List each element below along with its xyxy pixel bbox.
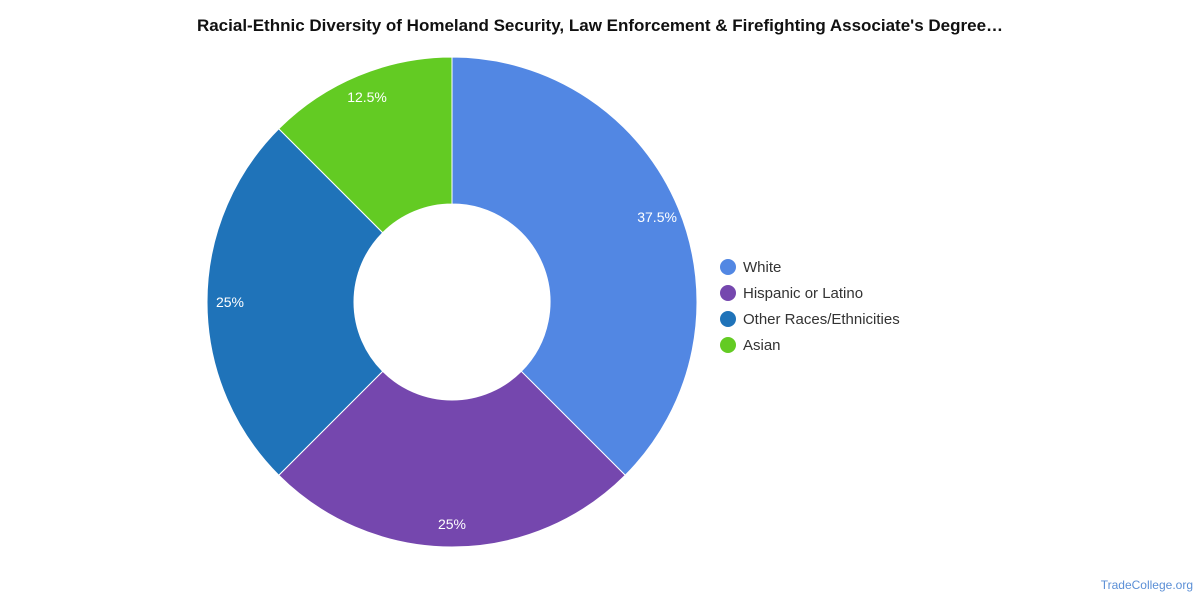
legend-swatch-icon <box>720 259 736 275</box>
slice-other-races-ethnicities[interactable] <box>206 128 384 476</box>
chart-title: Racial-Ethnic Diversity of Homeland Secu… <box>196 16 1004 35</box>
legend-label: Hispanic or Latino <box>743 284 864 302</box>
slice-white[interactable] <box>451 56 698 476</box>
legend-item-other-races-ethnicities[interactable]: Other Races/Ethnicities <box>720 306 900 332</box>
slice-value-label-asian: 12.5% <box>347 89 387 105</box>
legend-label: Other Races/Ethnicities <box>743 310 900 328</box>
legend-label: White <box>743 258 782 276</box>
legend-swatch-icon <box>720 285 736 301</box>
watermark-link[interactable]: TradeCollege.org <box>1100 578 1193 592</box>
donut-slice-labels: 37.5% 25% 25% 12.5% <box>216 89 677 532</box>
slice-asian[interactable] <box>278 56 453 234</box>
legend-item-white[interactable]: White <box>720 254 900 280</box>
legend-item-asian[interactable]: Asian <box>720 332 900 358</box>
legend-swatch-icon <box>720 311 736 327</box>
slice-value-label-other-races-ethnicities: 25% <box>216 294 244 310</box>
slice-value-label-white: 37.5% <box>637 209 677 225</box>
legend-label: Asian <box>743 336 781 354</box>
legend-swatch-icon <box>720 337 736 353</box>
slice-hispanic-or-latino[interactable] <box>278 370 626 548</box>
slice-value-label-hispanic-or-latino: 25% <box>438 516 466 532</box>
legend-item-hispanic-or-latino[interactable]: Hispanic or Latino <box>720 280 900 306</box>
chart-legend: White Hispanic or Latino Other Races/Ethni… <box>720 254 900 358</box>
donut-slices <box>206 56 698 548</box>
